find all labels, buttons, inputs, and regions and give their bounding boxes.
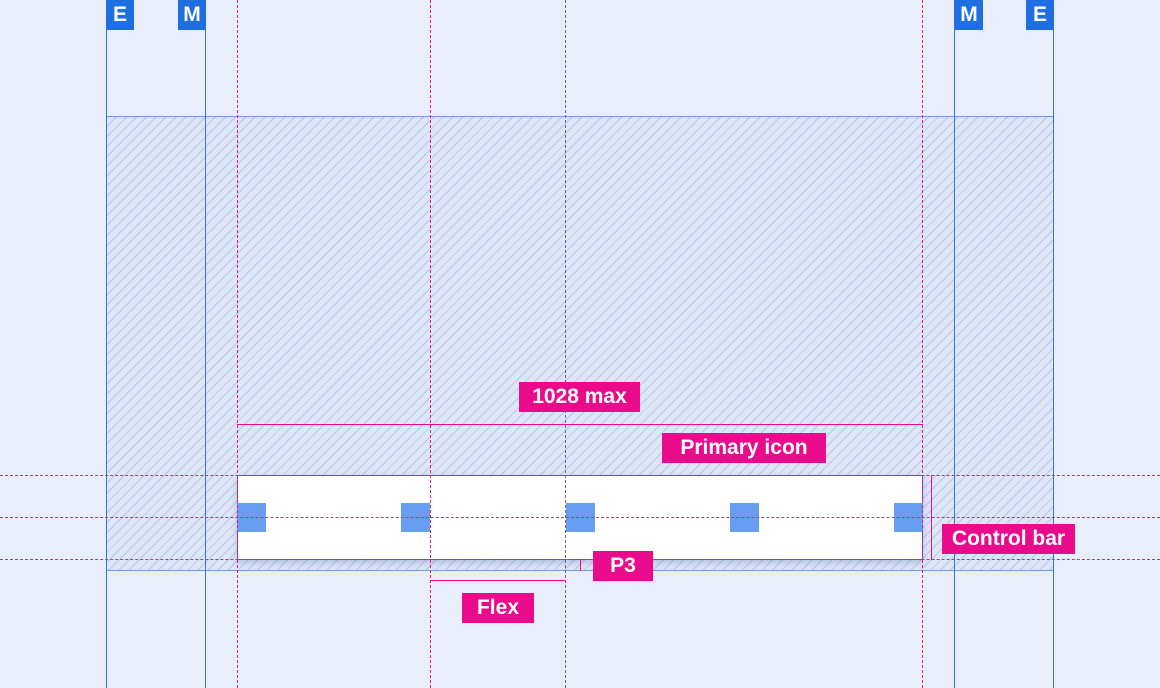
- max-width-measure: [237, 424, 923, 425]
- guide-left: [237, 0, 238, 688]
- guide-right: [922, 0, 923, 688]
- margin-line-right: [954, 0, 955, 688]
- primary-icon-label: Primary icon: [662, 433, 826, 463]
- edge-badge-right: E: [1026, 0, 1054, 30]
- guide-bar-top: [0, 475, 1160, 476]
- control-bar-label: Control bar: [942, 524, 1075, 554]
- control-bar-measure: [931, 475, 932, 560]
- padding-label: P3: [593, 551, 653, 581]
- edge-badge-left: E: [106, 0, 134, 30]
- margin-badge-left: M: [178, 0, 206, 30]
- flex-label: Flex: [462, 593, 534, 623]
- padding-measure: [580, 559, 581, 571]
- margin-line-left: [205, 0, 206, 688]
- edge-line-right: [1053, 0, 1054, 688]
- guide-flex-start: [430, 0, 431, 688]
- margin-badge-right: M: [955, 0, 983, 30]
- guide-bar-middle: [0, 517, 1160, 518]
- max-width-label: 1028 max: [519, 382, 640, 412]
- guide-center: [565, 0, 566, 688]
- flex-measure: [430, 580, 565, 581]
- edge-line-left: [106, 0, 107, 688]
